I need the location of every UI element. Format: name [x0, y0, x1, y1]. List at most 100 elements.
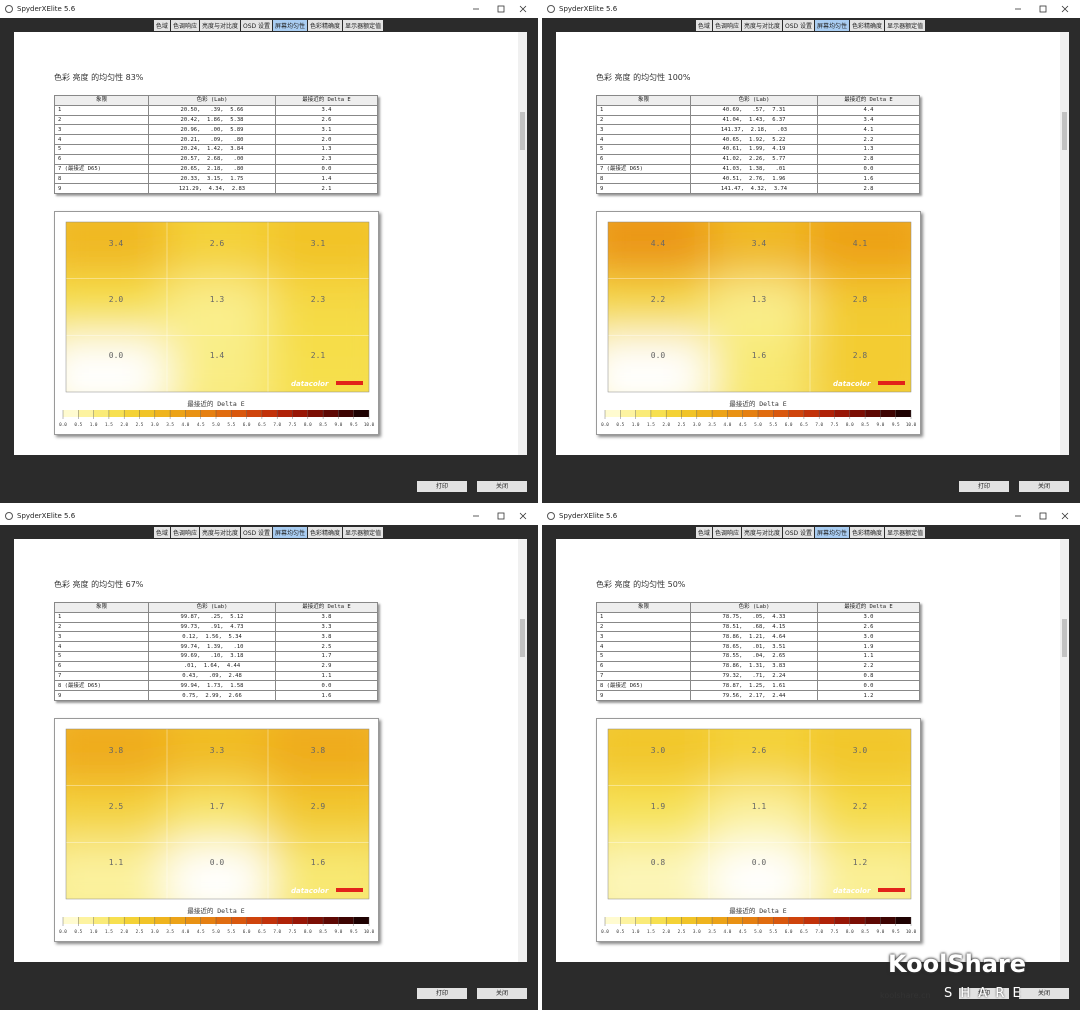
tab[interactable]: 屏幕均匀性 — [273, 20, 308, 31]
app-icon — [547, 5, 555, 13]
tab[interactable]: 色域 — [695, 527, 712, 538]
table-cell: 3.1 — [275, 124, 378, 136]
scrollbar[interactable] — [1060, 32, 1069, 455]
legend-title: 最接近的 Delta E — [729, 906, 786, 915]
report-title: 色彩 亮度 的均匀性 50% — [596, 580, 686, 589]
legend-swatch — [849, 917, 866, 924]
scroll-thumb[interactable] — [1062, 619, 1067, 657]
map-label: 2.9 — [311, 802, 326, 811]
tab[interactable]: 亮度与对比度 — [741, 527, 782, 538]
icon-shape — [5, 5, 13, 13]
legend-title: 最接近的 Delta E — [729, 399, 786, 408]
tab[interactable]: 显示器额定值 — [343, 20, 384, 31]
tab[interactable]: OSD 设置 — [240, 20, 273, 31]
legend-label: 3.0 — [693, 929, 701, 935]
scrollbar[interactable] — [518, 32, 527, 455]
tab[interactable]: 色调响应 — [712, 20, 741, 31]
logo: datacolor — [833, 887, 871, 895]
tab[interactable]: 色彩精确度 — [850, 527, 885, 538]
legend-label: 8.5 — [319, 929, 327, 935]
heat-blur — [66, 729, 369, 899]
heat-cell — [810, 278, 911, 336]
scrollbar[interactable] — [1060, 539, 1069, 962]
tab[interactable]: 色彩精确度 — [308, 527, 343, 538]
table-cell: 3.4 — [275, 104, 378, 116]
tab[interactable]: 色调响应 — [170, 20, 199, 31]
app-icon — [5, 512, 13, 520]
button[interactable]: 打印 — [417, 988, 467, 999]
button[interactable]: 关闭 — [1019, 988, 1069, 999]
table-cell: 1.4 — [275, 173, 378, 185]
scroll-thumb[interactable] — [1062, 112, 1067, 150]
button[interactable]: 打印 — [417, 481, 467, 492]
legend-swatch — [696, 410, 713, 417]
tab[interactable]: 屏幕均匀性 — [273, 527, 308, 538]
tab[interactable]: 显示器额定值 — [885, 20, 926, 31]
table-cell: 0.0 — [817, 680, 920, 692]
legend-label: 3.0 — [151, 422, 159, 428]
button[interactable]: 关闭 — [477, 988, 527, 999]
table-cell: 3 — [596, 631, 691, 643]
legend-swatch — [170, 410, 186, 417]
button[interactable]: 打印 — [959, 481, 1009, 492]
tab[interactable]: OSD 设置 — [240, 527, 273, 538]
button[interactable]: 打印 — [959, 988, 1009, 999]
tab[interactable]: 亮度与对比度 — [741, 20, 782, 31]
tab[interactable]: OSD 设置 — [782, 20, 815, 31]
heat-group — [66, 729, 369, 899]
watermark-site: koolshare.cn — [880, 991, 931, 1000]
map-border — [607, 728, 912, 900]
table-row: 2 20.42, 1.86, 5.38 2.6 — [54, 114, 378, 126]
legend-swatch — [727, 410, 743, 417]
uniformity-map: 3.8 3.3 3.8 2.5 1.7 2.9 1.1 0.0 1.6 datacolor 最接近的… — [54, 718, 379, 942]
map-label: 3.8 — [109, 746, 124, 755]
map-label: 2.6 — [210, 239, 225, 248]
legend-swatch — [834, 410, 850, 417]
tab[interactable]: 色调响应 — [170, 527, 199, 538]
table-row: 2 99.73, .91, 4.73 3.3 — [54, 621, 378, 633]
legend-label: 2.5 — [136, 422, 144, 428]
tab[interactable]: 色域 — [695, 20, 712, 31]
tab[interactable]: 色域 — [153, 20, 170, 31]
header-cell: 最接近的 Delta E — [275, 95, 378, 106]
table-row: 1 20.50, .39, 5.66 3.4 — [54, 104, 378, 116]
button[interactable]: 关闭 — [477, 481, 527, 492]
legend-label: 4.0 — [724, 422, 732, 428]
data-table: 象限 色彩 (Lab) 最接近的 Delta E 1 78.75, .05, 4.33 3… — [596, 602, 920, 701]
table-row: 9 0.75, 2.99, 2.66 1.6 — [54, 690, 378, 701]
legend-label: 2.5 — [136, 929, 144, 935]
legend-swatch — [666, 410, 682, 417]
tab[interactable]: 色调响应 — [712, 527, 741, 538]
legend-label: 3.5 — [166, 929, 174, 935]
scroll-thumb[interactable] — [520, 619, 525, 657]
legend-swatch — [108, 917, 125, 924]
table-cell: 20.24, 1.42, 3.84 — [148, 143, 276, 155]
map-label: 1.6 — [311, 858, 326, 867]
tab[interactable]: 色彩精确度 — [850, 20, 885, 31]
legend-label: 0.5 — [74, 422, 82, 428]
table-row: 9 79.56, 2.17, 2.44 1.2 — [596, 690, 920, 701]
table-cell: 20.65, 2.18, .80 — [148, 163, 276, 175]
scrollbar[interactable] — [518, 539, 527, 962]
legend-label: 7.5 — [289, 422, 297, 428]
button[interactable]: 关闭 — [1019, 481, 1069, 492]
scroll-thumb[interactable] — [520, 112, 525, 150]
tab[interactable]: 显示器额定值 — [343, 527, 384, 538]
map-label: 1.1 — [752, 802, 767, 811]
tab[interactable]: 色彩精确度 — [308, 20, 343, 31]
heat-cell — [608, 278, 709, 336]
legend-label: 5.5 — [227, 422, 235, 428]
data-table: 象限 色彩 (Lab) 最接近的 Delta E 1 40.69, .57, 7.31 4… — [596, 95, 920, 194]
legend-swatch — [292, 917, 308, 924]
tab[interactable]: 亮度与对比度 — [199, 527, 240, 538]
tab[interactable]: 屏幕均匀性 — [815, 20, 850, 31]
tab[interactable]: 亮度与对比度 — [199, 20, 240, 31]
legend-swatch — [758, 917, 774, 924]
tab[interactable]: 屏幕均匀性 — [815, 527, 850, 538]
tab[interactable]: 显示器额定值 — [885, 527, 926, 538]
tab[interactable]: OSD 设置 — [782, 527, 815, 538]
tab[interactable]: 色域 — [153, 527, 170, 538]
window-title: SpyderXElite 5.6 — [559, 5, 618, 13]
legend-label: 8.0 — [304, 929, 312, 935]
legend-label: 6.5 — [258, 929, 266, 935]
